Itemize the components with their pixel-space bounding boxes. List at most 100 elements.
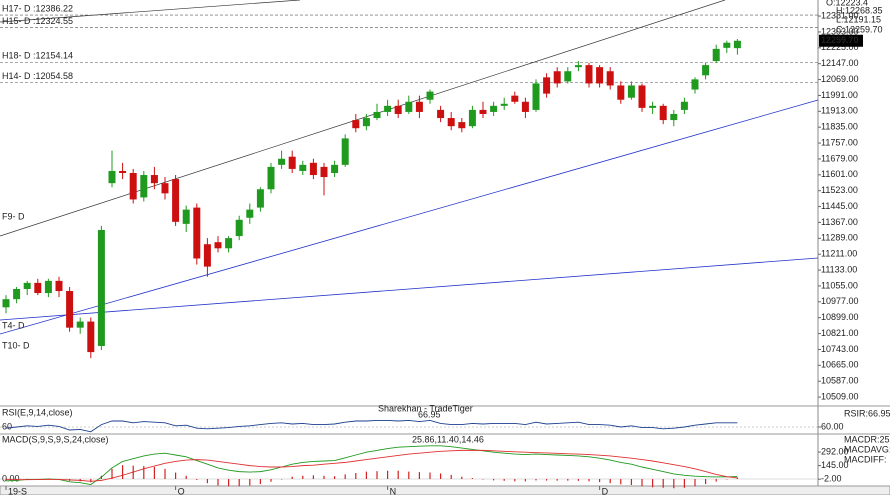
y-tick-label: 11523.00 — [821, 185, 858, 195]
y-tick-label: 11601.00 — [821, 169, 858, 179]
candle-body — [521, 101, 529, 112]
candle-body — [119, 170, 127, 173]
histogram-bar — [58, 479, 60, 480]
level-label: H17- D :12386.22 — [2, 3, 73, 13]
y-tick-label: 10743.00 — [821, 344, 859, 354]
macd-line — [5, 445, 738, 486]
candle-body — [733, 40, 741, 49]
trend-line — [0, 257, 819, 321]
candle-body — [320, 166, 328, 178]
histogram-bar — [26, 478, 28, 480]
histogram-bar — [132, 465, 134, 479]
y-tick-label: 11757.00 — [821, 137, 858, 147]
histogram-bar — [111, 468, 113, 479]
histogram-bar — [493, 479, 495, 481]
candle-body — [34, 282, 42, 294]
readout: RSIR:66.95 — [844, 408, 890, 418]
candle-body — [331, 164, 339, 173]
histogram-bar — [609, 479, 611, 484]
ohlc-readout: L:12191.15 — [836, 14, 881, 24]
candle-body — [172, 179, 180, 222]
y-tick-label: 12303.00 — [821, 26, 859, 36]
y-tick-label: 60.00 — [821, 421, 844, 431]
candle-body — [394, 105, 402, 114]
candle-body — [2, 299, 10, 308]
y-tick-label: 11133.00 — [821, 264, 857, 274]
histogram-bar — [143, 466, 145, 479]
candle-body — [288, 156, 296, 169]
candle-body — [670, 113, 678, 121]
histogram-bar — [291, 476, 293, 479]
candle-body — [267, 166, 275, 190]
histogram-bar — [69, 479, 71, 481]
ohlc-readout: H:12268.35 — [836, 5, 883, 15]
histogram-bar — [736, 477, 738, 479]
candle-body — [299, 164, 307, 171]
candle-body — [140, 175, 148, 198]
candle-body — [532, 83, 540, 110]
histogram-bar — [37, 478, 39, 480]
histogram-bar — [429, 472, 431, 479]
trend-line — [0, 0, 726, 237]
y-tick-label: 11445.00 — [821, 201, 858, 211]
histogram-bar — [281, 479, 283, 480]
date-axis — [0, 485, 890, 495]
level-label: H15- D :12324.55 — [2, 16, 73, 26]
histogram-bar — [514, 479, 516, 482]
candle-body — [606, 71, 614, 86]
candle-body — [278, 158, 286, 165]
histogram-bar — [524, 479, 526, 482]
candle-body — [352, 120, 360, 129]
candle-body — [627, 85, 635, 98]
histogram-bar — [47, 478, 49, 480]
candle-body — [468, 109, 476, 127]
candle-body — [553, 71, 561, 84]
trend-label: T4- D — [2, 320, 25, 330]
candle-body — [55, 280, 63, 292]
y-tick-label: 12225.00 — [821, 42, 859, 52]
y-tick-label: 10665.00 — [821, 360, 859, 370]
candle-body — [161, 183, 169, 194]
histogram-bar — [16, 479, 18, 480]
candle-body — [341, 138, 349, 165]
candle-body — [256, 189, 264, 208]
histogram-bar — [249, 479, 251, 486]
histogram-bar — [79, 479, 81, 482]
candle-body — [97, 229, 105, 346]
macd-line — [5, 449, 738, 482]
trend-label: T10- D — [2, 340, 30, 350]
histogram-bar — [535, 479, 537, 481]
histogram-bar — [408, 471, 410, 479]
y-tick-label: -2.00 — [821, 474, 842, 484]
candle-body — [649, 105, 657, 108]
last-price-label: 12259.70 — [821, 35, 859, 45]
candle-body — [415, 101, 423, 112]
candle-body — [458, 122, 466, 129]
candle-body — [447, 118, 455, 127]
ohlc-readout: C:12259.70 — [836, 24, 883, 34]
histogram-bar — [461, 476, 463, 479]
y-tick-label: 10899.00 — [821, 312, 859, 322]
candle-body — [309, 162, 317, 176]
candle-body — [76, 321, 84, 328]
candle-body — [150, 175, 158, 184]
ohlc-readout: O:12223.4 — [826, 0, 868, 7]
y-tick-label: 145.00 — [821, 460, 849, 470]
histogram-bar — [238, 479, 240, 487]
candle-body — [543, 77, 551, 94]
histogram-bar — [344, 474, 346, 479]
y-tick-label: 12381.00 — [821, 10, 859, 20]
histogram-bar — [641, 479, 643, 487]
candle-body — [691, 79, 699, 90]
histogram-bar — [652, 479, 654, 488]
rsi-line — [5, 419, 738, 433]
level-label: H18- D :12154.14 — [2, 51, 73, 61]
trend-line — [0, 0, 301, 23]
histogram-bar — [556, 479, 558, 481]
histogram-bar — [503, 479, 505, 481]
y-tick-label: 11835.00 — [821, 122, 858, 132]
candle-body — [182, 209, 190, 224]
candle-body — [246, 209, 254, 218]
histogram-bar — [164, 468, 166, 479]
